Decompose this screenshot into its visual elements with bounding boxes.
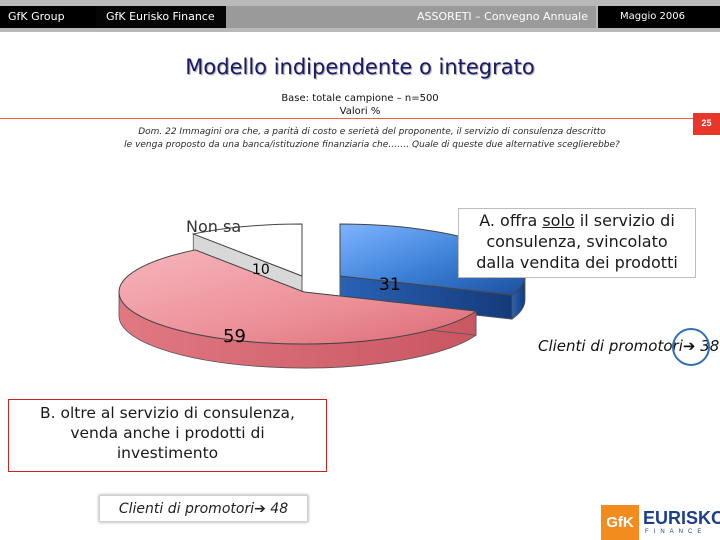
option-a-box: A. offra solo il servizio di consulenza,…	[458, 208, 696, 278]
option-a-line: A. offra solo il servizio di	[459, 210, 695, 231]
base-line: Base: totale campione – n=500	[281, 93, 439, 104]
option-b-box: B. oltre al servizio di consulenza, vend…	[8, 399, 327, 472]
question-text: Dom. 22 Immagini ora che, a parità di co…	[92, 126, 652, 152]
clienti-b-label: Clienti di promotori	[118, 501, 255, 517]
slice-b	[118, 249, 478, 345]
slice-non-sa	[191, 223, 303, 277]
option-b-line: investimento	[116, 444, 219, 462]
clienti-promotori-b: Clienti di promotori➔ 48	[99, 495, 308, 522]
slice-label-non-sa: 10	[252, 262, 270, 278]
values-line: Valori %	[339, 106, 381, 117]
gfk-eurisko-logo: GfK EURISKO FINANCE	[601, 505, 720, 540]
base-note: Base: totale campione – n=500 Valori %	[0, 92, 720, 118]
question-line: le venga proposto da una banca/istituzio…	[124, 140, 620, 150]
clienti-b-value: 48	[270, 501, 289, 517]
logo-mark: GfK	[601, 505, 639, 540]
page-number: 25	[693, 113, 720, 135]
header-bar: GfK Group GfK Eurisko Finance ASSORETI –…	[0, 0, 720, 32]
option-b-line: venda anche i prodotti di	[70, 424, 265, 442]
legend-non-sa: Non sa	[186, 217, 242, 236]
header-brand: GfK Group	[0, 6, 96, 28]
option-a-text: A. offra	[479, 211, 543, 230]
logo-sub: FINANCE	[645, 529, 707, 535]
slice-label-a: 31	[379, 275, 401, 295]
option-a-line: dalla vendita dei prodotti	[476, 253, 678, 272]
option-a-text: il servizio di	[574, 211, 675, 230]
header-event: ASSORETI – Convegno Annuale	[226, 6, 596, 28]
header-date: Maggio 2006	[598, 6, 720, 28]
clienti-a-label: Clienti di promotori	[538, 337, 683, 355]
highlight-circle	[672, 328, 710, 366]
option-a-emphasis: solo	[542, 211, 575, 230]
divider-line	[0, 118, 693, 119]
question-line: Dom. 22 Immagini ora che, a parità di co…	[138, 127, 606, 137]
slide-title: Modello indipendente o integrato	[185, 55, 535, 79]
arrow-right-icon: ➔	[254, 501, 266, 517]
slice-label-b: 59	[223, 326, 246, 347]
option-b-line: B. oltre al servizio di consulenza,	[40, 404, 295, 422]
logo-name: EURISKO	[643, 508, 720, 528]
header-division: GfK Eurisko Finance	[96, 6, 226, 28]
option-a-line: consulenza, svincolato	[486, 232, 668, 251]
